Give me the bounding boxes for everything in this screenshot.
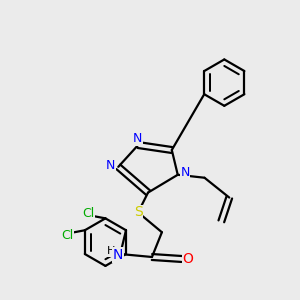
- Text: N: N: [133, 132, 142, 145]
- Text: Cl: Cl: [61, 229, 74, 242]
- Text: N: N: [181, 166, 190, 179]
- Text: N: N: [106, 160, 116, 172]
- Text: Cl: Cl: [82, 206, 94, 220]
- Text: N: N: [113, 248, 123, 262]
- Text: S: S: [134, 206, 142, 219]
- Text: O: O: [182, 252, 193, 266]
- Text: H: H: [107, 246, 116, 256]
